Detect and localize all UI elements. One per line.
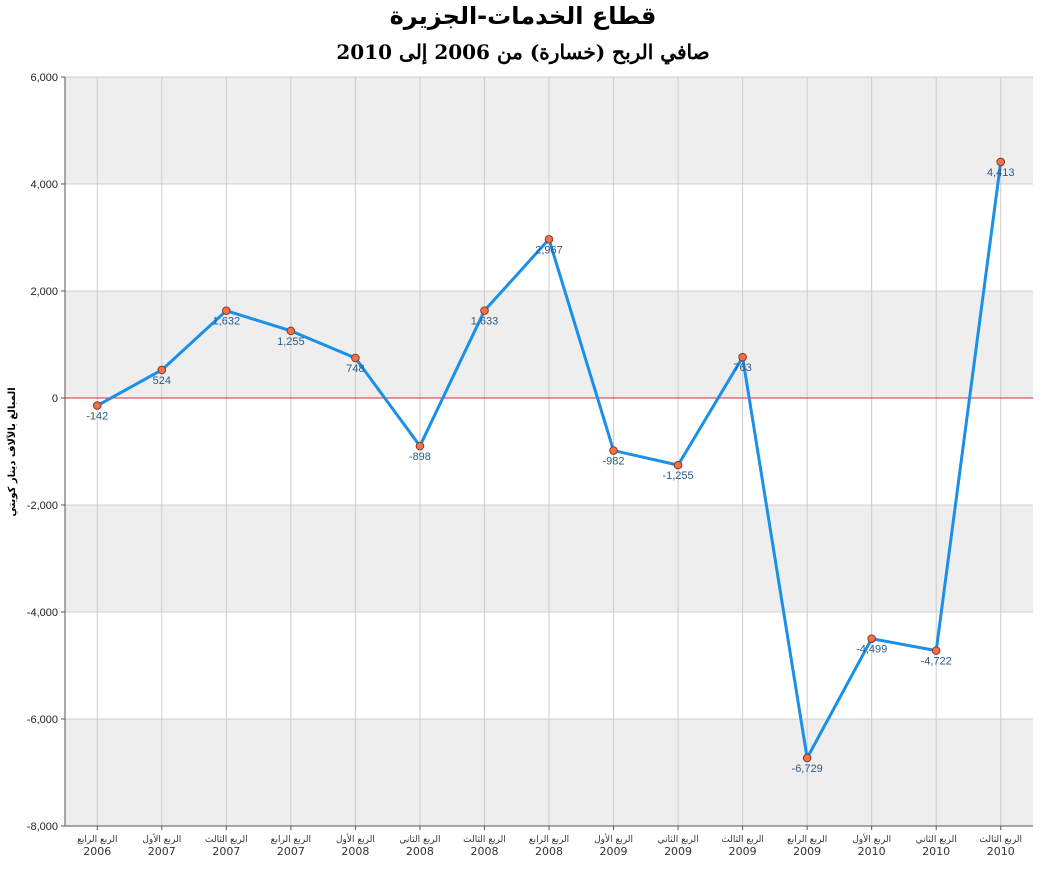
- data-label: 524: [153, 375, 171, 387]
- x-tick-year: 2010: [858, 845, 886, 858]
- y-axis-label: المبالغ بالآلاف دينار كويتي: [6, 387, 18, 516]
- chart-subtitle: صافي الربح (خسارة) من 2006 إلى 2010: [336, 40, 710, 64]
- data-label: 1,633: [471, 316, 499, 328]
- data-labels: -142 524 1,632 1,255 748 -898 1,633 2,967 -982 -1…: [86, 167, 1014, 775]
- x-tick-year: 2007: [148, 845, 176, 858]
- y-tick-label: -2,000: [27, 500, 58, 512]
- x-tick-quarter: الربع الأول: [142, 833, 181, 845]
- x-tick-quarter: الربع الرابع: [787, 835, 827, 845]
- y-tick-label: -8,000: [27, 821, 58, 833]
- x-tick-quarter: الربع الرابع: [271, 835, 311, 845]
- data-points: [92, 157, 1006, 763]
- data-point: [544, 234, 554, 244]
- chart-title: قطاع الخدمات-الجزيرة: [389, 2, 657, 30]
- x-tick-year: 2008: [406, 845, 434, 858]
- data-point: [673, 460, 683, 470]
- data-label: -4,722: [921, 656, 952, 668]
- data-point: [222, 306, 231, 315]
- data-label: 2,967: [535, 244, 563, 256]
- x-tick-year: 2008: [341, 845, 369, 858]
- data-label: -1,255: [662, 470, 693, 482]
- y-tick-label: 4,000: [30, 179, 58, 191]
- data-label: 763: [733, 362, 751, 374]
- x-tick-quarter: الربع الثاني: [916, 835, 957, 845]
- x-tick-year: 2009: [600, 845, 628, 858]
- x-tick-year: 2006: [83, 845, 111, 858]
- x-tick-year: 2007: [212, 845, 240, 858]
- x-tick-quarter: الربع الثالث: [205, 835, 248, 845]
- x-tick-year: 2010: [922, 845, 950, 858]
- data-point: [996, 157, 1006, 167]
- data-label: -6,729: [792, 763, 823, 775]
- data-label: 1,632: [213, 316, 241, 328]
- data-label: -4,499: [856, 644, 887, 656]
- data-point: [867, 634, 876, 643]
- data-label: -898: [409, 451, 431, 463]
- data-label: 748: [346, 363, 364, 375]
- data-label: 1,255: [277, 336, 305, 348]
- x-tick-year: 2009: [664, 845, 692, 858]
- x-tick-year: 2010: [987, 845, 1015, 858]
- data-point: [415, 441, 425, 451]
- data-label: 4,413: [987, 167, 1015, 179]
- data-label: -982: [603, 456, 625, 468]
- data-point: [351, 353, 360, 363]
- x-tick-quarter: الربع الثالث: [721, 835, 764, 845]
- x-tick-quarter: الربع الأول: [852, 833, 891, 845]
- data-point: [92, 401, 102, 410]
- x-tick-quarter: الربع الرابع: [529, 835, 569, 845]
- x-tick-quarter: الربع الأول: [594, 833, 633, 845]
- data-point: [802, 753, 812, 763]
- x-tick-quarter: الربع الثاني: [399, 835, 440, 845]
- data-point: [286, 326, 296, 336]
- data-point: [480, 306, 489, 315]
- data-point: [157, 365, 167, 375]
- y-tick-label: 6,000: [30, 72, 58, 84]
- y-tick-label: -6,000: [27, 714, 58, 726]
- x-tick-year: 2009: [793, 845, 821, 858]
- x-tick-quarter: الربع الثاني: [658, 835, 699, 845]
- x-tick-year: 2009: [729, 845, 757, 858]
- x-tick-year: 2007: [277, 845, 305, 858]
- y-tick-label: 2,000: [30, 286, 58, 298]
- x-tick-quarter: الربع الثالث: [463, 835, 506, 845]
- data-point: [931, 646, 941, 655]
- data-point: [609, 446, 618, 455]
- data-label: -142: [86, 411, 108, 423]
- x-tick-quarter: الربع الثالث: [979, 835, 1022, 845]
- vertical-gridlines: [96, 77, 1002, 826]
- y-tick-label: 0: [52, 393, 58, 405]
- x-tick-year: 2008: [470, 845, 498, 858]
- y-tick-labels: 6,000 4,000 2,000 0 -2,000 -4,000 -6,000 -8,000: [27, 72, 65, 833]
- data-point: [738, 352, 747, 362]
- x-tick-quarter: الربع الأول: [336, 833, 375, 845]
- y-tick-label: -4,000: [27, 607, 58, 619]
- x-tick-quarter: الربع الرابع: [77, 835, 117, 845]
- x-tick-year: 2008: [535, 845, 563, 858]
